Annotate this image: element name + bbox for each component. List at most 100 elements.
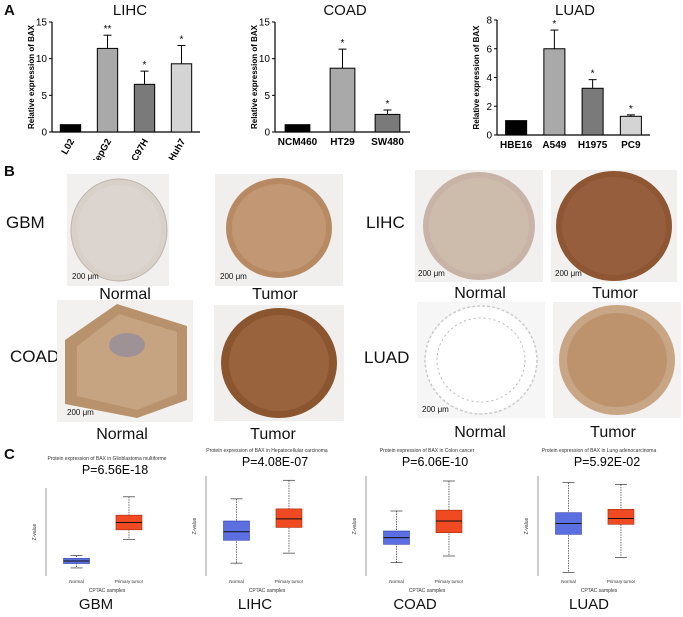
boxplot-title: Protein expression of BAX in Colon cance… <box>380 448 475 454</box>
ihc-image-gbm-normal <box>67 174 169 286</box>
ihc-label-tumor: Tumor <box>590 424 636 441</box>
x-tick-label: Huh7 <box>167 137 188 160</box>
x-tick-label: H1975 <box>578 140 608 151</box>
y-axis-label: Relative expression of BAX <box>250 24 259 129</box>
panel-label-a: A <box>4 2 15 19</box>
x-tick-label: SW480 <box>371 137 404 148</box>
ihc-cancer-label-coad: COAD <box>10 347 60 366</box>
ihc-image-gbm-tumor <box>215 174 343 286</box>
bar <box>619 115 642 136</box>
boxplot-lihc: Protein expression of BAX in Hepatocellu… <box>180 446 330 616</box>
boxplot-svg: Protein expression of BAX in Glioblastom… <box>32 456 167 594</box>
ihc-label-normal: Normal <box>454 424 506 441</box>
x-tick-label: HT29 <box>330 137 355 148</box>
boxplot-coad: Protein expression of BAX in Colon cance… <box>340 446 490 616</box>
boxplot-luad: Protein expression of BAX in Lung adenoc… <box>512 446 662 616</box>
boxplot-cancer-label: GBM <box>78 596 114 613</box>
p-value-label: P=6.06E-10 <box>402 455 468 469</box>
ihc-image-luad-normal <box>417 302 545 418</box>
scale-bar-label: 200 μm <box>220 272 247 281</box>
y-tick-label: 5 <box>264 91 270 102</box>
p-value-label: P=6.56E-18 <box>82 463 148 477</box>
significance-marker: * <box>552 19 556 30</box>
y-axis-label: Z-value <box>192 517 198 534</box>
boxplot-gbm: Protein expression of BAX in Glioblastom… <box>20 446 170 616</box>
y-tick-label: 4 <box>486 73 492 84</box>
y-tick-label: 15 <box>36 18 48 29</box>
x-category-label: Normal <box>229 579 244 584</box>
chart-title: LUAD <box>554 2 595 19</box>
boxplot-cancer-label: LUAD <box>568 596 609 613</box>
y-tick-label: 15 <box>259 18 271 29</box>
bar <box>59 124 82 133</box>
significance-marker: * <box>143 60 147 71</box>
x-tick-label: NCM460 <box>278 137 318 148</box>
significance-marker: * <box>386 99 390 110</box>
x-axis-label: CPTAC samples <box>89 588 126 594</box>
scale-bar-label: 200 μm <box>555 269 582 278</box>
x-category-label: Normal <box>69 579 84 584</box>
x-category-label: Primary tumor <box>275 579 304 584</box>
x-category-label: Normal <box>389 579 404 584</box>
scale-bar-label: 200 μm <box>418 269 445 278</box>
bar <box>133 83 156 133</box>
bar-chart-lihc: LIHC 0 5 10 15 Relative expression of BAX L02… <box>20 0 220 160</box>
x-axis-label: CPTAC samples <box>581 588 618 594</box>
boxplot-box <box>275 508 303 528</box>
bar <box>543 48 566 136</box>
boxplot-title: Protein expression of BAX in Glioblastom… <box>48 456 167 462</box>
ihc-image-lihc-normal <box>415 170 543 282</box>
x-tick-label: MHCC97H <box>119 137 152 160</box>
ihc-cancer-label-luad: LUAD <box>364 348 410 367</box>
scale-bar-label: 200 μm <box>67 408 94 417</box>
y-tick-label: 5 <box>41 91 47 102</box>
bar <box>284 124 311 133</box>
y-tick-label: 2 <box>486 102 492 113</box>
y-axis-label: Z-value <box>524 517 530 534</box>
bar-chart-luad: LUAD 0 2 4 6 8 Relative expression of BAX HBE1… <box>465 0 665 160</box>
bar-chart-coad: COAD 0 5 10 15 Relative expression of BAX NCM… <box>245 0 425 160</box>
ihc-image-coad-tumor <box>214 305 344 421</box>
chart-title: LIHC <box>112 2 148 19</box>
ihc-label-normal: Normal <box>454 285 506 302</box>
scale-bar-label: 200 μm <box>422 405 449 414</box>
ihc-label-tumor: Tumor <box>250 426 296 443</box>
y-tick-label: 0 <box>264 128 270 139</box>
boxplot-cancer-label: LIHC <box>237 596 273 613</box>
ihc-image-luad-tumor <box>553 302 681 418</box>
ihc-image-coad-normal <box>57 300 193 422</box>
y-axis-label: Z-value <box>32 523 38 540</box>
chart-title: COAD <box>323 2 367 19</box>
x-category-label: Normal <box>561 579 576 584</box>
significance-marker: * <box>629 104 633 115</box>
y-tick-label: 6 <box>486 44 492 55</box>
bar <box>96 47 119 133</box>
significance-marker: ** <box>104 24 112 35</box>
bar <box>505 120 528 136</box>
bar <box>374 113 401 133</box>
ihc-label-tumor: Tumor <box>252 286 298 303</box>
boxplot-svg: Protein expression of BAX in Lung adenoc… <box>524 448 657 594</box>
p-value-label: P=4.08E-07 <box>242 455 308 469</box>
x-category-label: Primary tumor <box>435 579 464 584</box>
x-axis-label: CPTAC samples <box>249 588 286 594</box>
panel-label-b: B <box>4 163 15 180</box>
x-tick-label: A549 <box>542 140 566 151</box>
significance-marker: * <box>591 69 595 80</box>
bar <box>581 87 604 136</box>
x-category-label: Primary tumor <box>115 579 144 584</box>
significance-marker: * <box>180 34 184 45</box>
panel-label-c: C <box>4 446 15 463</box>
boxplot-svg: Protein expression of BAX in Hepatocellu… <box>192 448 328 594</box>
boxplot-title: Protein expression of BAX in Lung adenoc… <box>542 448 657 454</box>
y-tick-label: 0 <box>486 131 492 142</box>
scale-bar-label: 200 μm <box>72 272 99 281</box>
ihc-label-normal: Normal <box>99 286 151 303</box>
y-tick-label: 0 <box>41 128 47 139</box>
y-tick-label: 10 <box>259 54 271 65</box>
x-category-label: Primary tumor <box>607 579 636 584</box>
boxplot-box <box>607 509 635 525</box>
ihc-label-tumor: Tumor <box>592 285 638 302</box>
